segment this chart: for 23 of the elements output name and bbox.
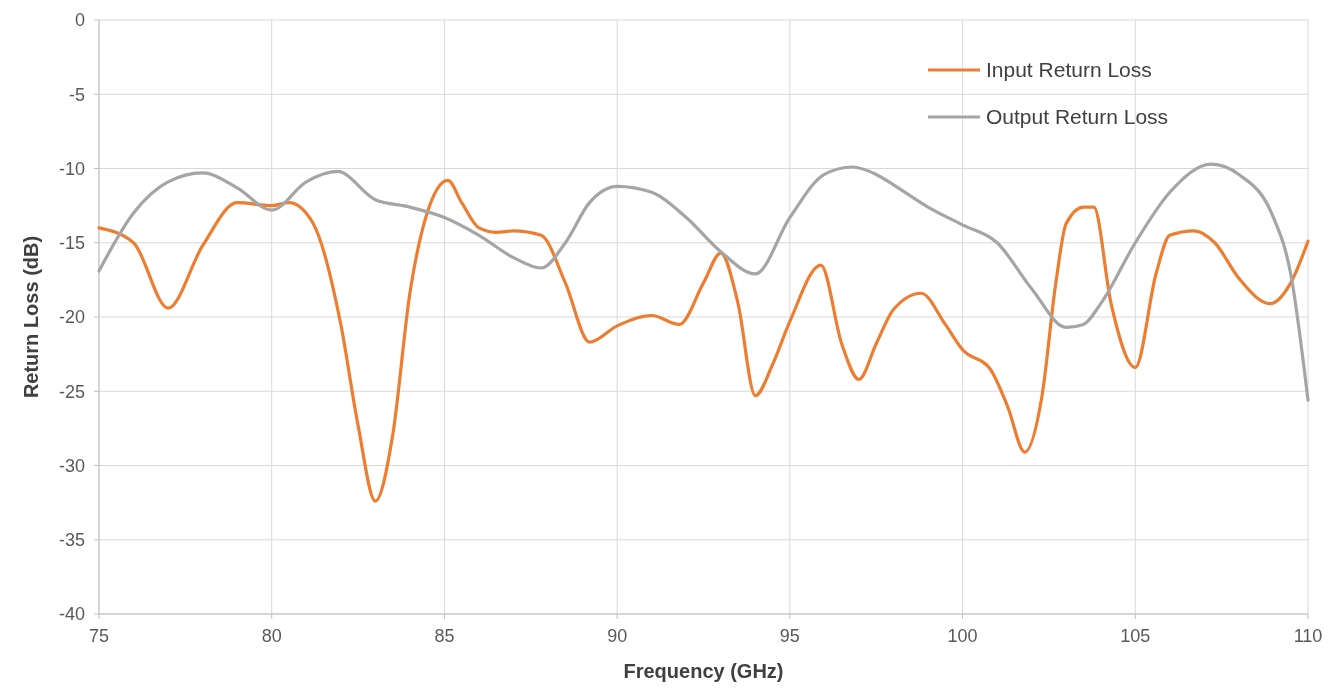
x-tick-label: 95	[779, 626, 800, 646]
y-tick-label: -15	[58, 233, 85, 254]
legend-label: Output Return Loss	[986, 105, 1169, 129]
y-tick-label: -30	[58, 455, 85, 476]
line-series	[97, 162, 1310, 402]
y-tick-label: 0	[74, 10, 85, 31]
y-axis-title: Return Loss (dB)	[20, 235, 42, 399]
y-tick-label: -25	[58, 381, 85, 402]
x-tick-label: 90	[607, 626, 628, 646]
x-tick-label: 85	[434, 626, 455, 646]
y-tick-label: -10	[58, 158, 85, 179]
x-axis-title: Frequency (GHz)	[623, 660, 784, 682]
y-tick-label: -35	[58, 530, 85, 551]
line-series	[97, 178, 1310, 503]
x-tick-label: 105	[1120, 626, 1151, 646]
x-tick-label: 80	[261, 626, 282, 646]
y-tick-label: -40	[58, 604, 85, 625]
x-tick-label: 75	[88, 626, 110, 646]
x-tick-label: 110	[1293, 626, 1323, 646]
y-tick-label: -5	[68, 84, 85, 105]
legend-label: Input Return Loss	[986, 58, 1152, 82]
y-tick-label: -20	[58, 307, 85, 328]
x-tick-label: 100	[947, 626, 978, 646]
